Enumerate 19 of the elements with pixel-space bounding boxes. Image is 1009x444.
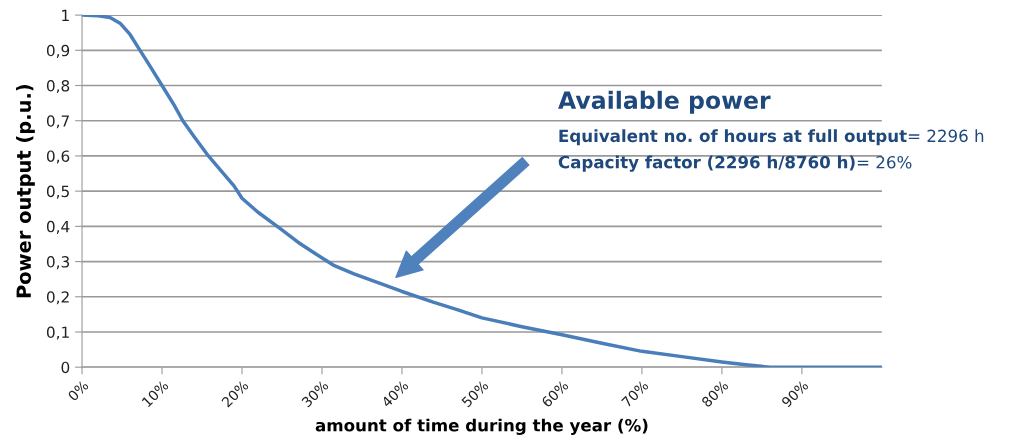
y-tick-label: 0,9 (46, 44, 70, 58)
y-tick-label: 0,7 (46, 115, 69, 129)
annotation: Available power (558, 90, 771, 114)
annotation: Equivalent no. of hours at full output (559, 129, 907, 146)
y-tick-label: 0,4 (46, 220, 70, 234)
y-tick-label: 0,1 (46, 326, 69, 340)
annotation: = 26% (857, 155, 912, 169)
y-axis-title: Power output (p.u.) (16, 84, 35, 298)
text: = 2296 h (908, 129, 984, 143)
y-tick-label: 0,2 (46, 291, 69, 305)
y-tick-label: 0,8 (46, 79, 70, 94)
y-tick-label: 1 (62, 9, 69, 21)
y-tick-label: 0 (61, 361, 70, 374)
x-tick-label: 0% (67, 379, 90, 402)
annotation: Capacity factor (2296 h/8760 h) (558, 155, 855, 172)
y-tick-label: 0,3 (46, 256, 69, 270)
y-tick-label: 0,6 (46, 150, 70, 164)
y-tick-label: 0,5 (46, 185, 69, 199)
x-axis-title: amount of time during the year (%) (315, 418, 648, 435)
